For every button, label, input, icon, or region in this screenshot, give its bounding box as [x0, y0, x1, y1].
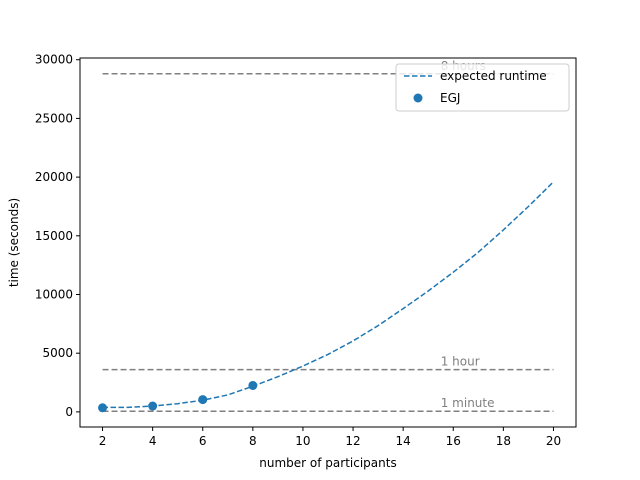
y-axis: 0 5000 10000 15000 20000 25000 30000 — [35, 53, 80, 419]
y-tick-label: 20000 — [35, 170, 73, 184]
y-tick-label: 0 — [65, 405, 73, 419]
y-tick-label: 5000 — [42, 346, 73, 360]
y-tick-label: 25000 — [35, 111, 73, 125]
legend-entry-label: EGJ — [440, 91, 460, 105]
x-tick-label: 2 — [99, 434, 107, 448]
x-tick-label: 4 — [149, 434, 157, 448]
x-tick-label: 8 — [249, 434, 257, 448]
egj-point — [148, 401, 158, 411]
legend: expected runtime EGJ — [395, 63, 570, 112]
x-tick-label: 10 — [295, 434, 310, 448]
expected-runtime-line — [102, 181, 555, 409]
egj-point — [98, 403, 108, 413]
y-axis-label: time (seconds) — [7, 198, 21, 287]
reference-line-label: 1 minute — [441, 396, 495, 410]
x-tick-label: 12 — [345, 434, 360, 448]
legend-box — [395, 63, 570, 112]
egj-point — [248, 380, 258, 390]
plot-frame — [79, 57, 577, 428]
reference-line-label: 1 hour — [441, 355, 480, 369]
x-axis: 2 4 6 8 10 12 14 16 18 20 — [99, 427, 561, 448]
x-tick-label: 16 — [446, 434, 461, 448]
y-tick-label: 10000 — [35, 288, 73, 302]
x-tick-label: 18 — [496, 434, 511, 448]
y-tick-label: 30000 — [35, 53, 73, 67]
x-tick-label: 20 — [546, 434, 561, 448]
x-tick-label: 6 — [199, 434, 207, 448]
legend-swatch-marker — [413, 93, 423, 103]
legend-entry-label: expected runtime — [440, 69, 547, 83]
x-tick-label: 14 — [396, 434, 411, 448]
series-layer — [98, 181, 555, 413]
y-tick-label: 15000 — [35, 229, 73, 243]
x-axis-label: number of participants — [259, 456, 396, 470]
egj-point — [198, 395, 208, 405]
